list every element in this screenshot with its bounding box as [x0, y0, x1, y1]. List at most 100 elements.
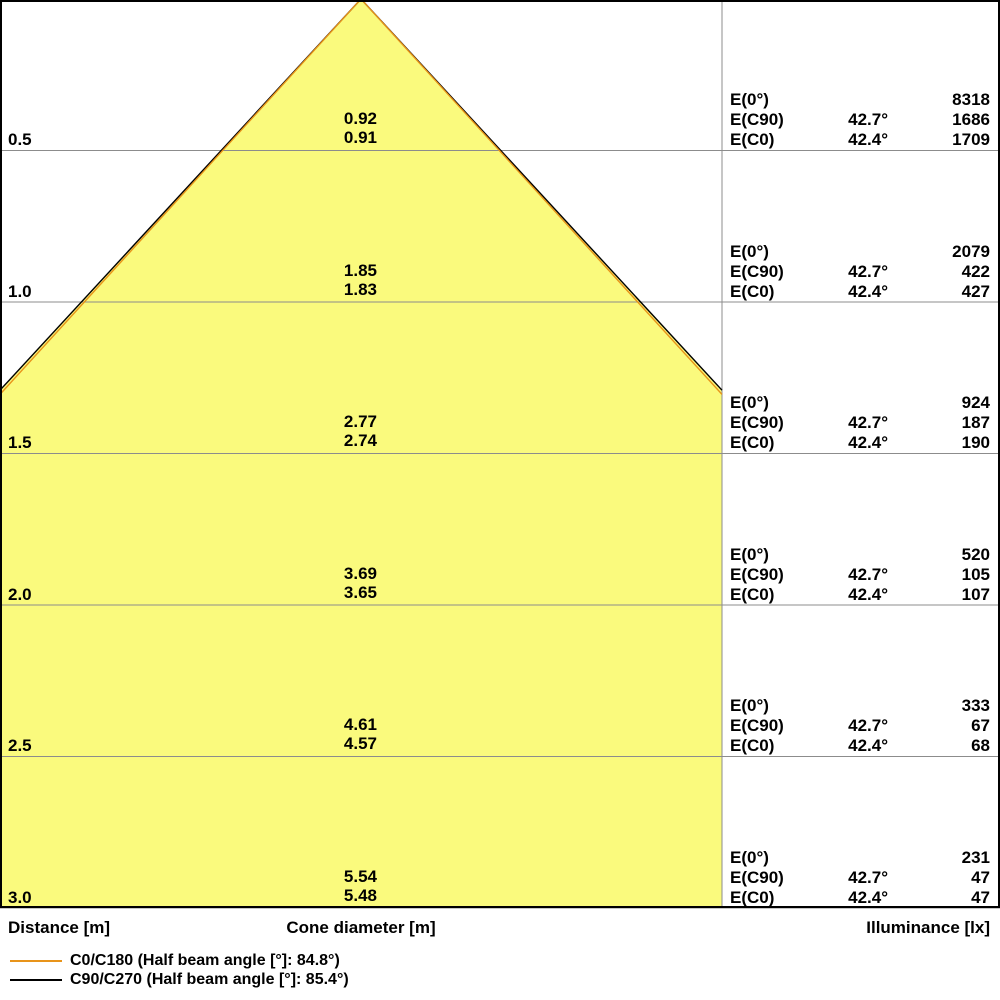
e0-label: E(0°): [730, 393, 769, 412]
ec90-value: 67: [971, 716, 990, 735]
ec90-angle: 42.7°: [848, 413, 888, 432]
e0-row: E(0°) 2079: [722, 242, 1000, 262]
ec90-angle: 42.7°: [848, 716, 888, 735]
e0-value: 8318: [952, 90, 990, 109]
ec90-label: E(C90): [730, 716, 784, 735]
ec0-label: E(C0): [730, 585, 775, 604]
distance-tick-label: 1.5: [8, 433, 32, 452]
ec90-row: E(C90) 42.7° 67: [722, 716, 1000, 736]
distance-tick-label: 1.0: [8, 282, 32, 301]
ec90-row: E(C90) 42.7° 105: [722, 565, 1000, 585]
ec0-value: 1709: [952, 130, 990, 149]
distance-tick-label: 0.5: [8, 130, 32, 149]
ec90-angle: 42.7°: [848, 565, 888, 584]
legend-item-c90-c270: C90/C270 (Half beam angle [°]: 85.4°): [10, 970, 349, 989]
ec0-angle: 42.4°: [848, 736, 888, 755]
e0-row: E(0°) 231: [722, 848, 1000, 868]
e0-label: E(0°): [730, 545, 769, 564]
cone-diameter-c0: 0.91: [343, 128, 377, 147]
legend-label: C0/C180 (Half beam angle [°]: 84.8°): [70, 951, 340, 969]
ec0-angle: 42.4°: [848, 888, 888, 907]
cone-diameter-c0: 5.48: [343, 886, 377, 905]
ec0-value: 68: [971, 736, 990, 755]
ec90-value: 187: [961, 413, 990, 432]
ec90-value: 1686: [952, 110, 990, 129]
ec90-angle: 42.7°: [848, 262, 888, 281]
distance-axis-label: Distance [m]: [8, 918, 111, 937]
ec90-row: E(C90) 42.7° 1686: [722, 110, 1000, 130]
cone-diameter-values: 1.85 1.83: [280, 261, 377, 299]
e0-label: E(0°): [730, 90, 769, 109]
cone-diameter-c90: 5.54: [343, 867, 377, 886]
ec90-label: E(C90): [730, 262, 784, 281]
ec0-row: E(C0) 42.4° 47: [722, 888, 1000, 908]
e0-angle-spacer: [820, 90, 888, 110]
ec90-row: E(C90) 42.7° 422: [722, 262, 1000, 282]
cone-diameter-c90: 3.69: [343, 564, 377, 583]
illuminance-block: E(0°) 924 E(C90) 42.7° 187 E(C0) 42.4° 190: [722, 393, 1000, 453]
cone-diameter-c0: 3.65: [343, 583, 377, 602]
e0-angle-spacer: [820, 545, 888, 565]
ec0-label: E(C0): [730, 433, 775, 452]
distance-tick-label: 2.5: [8, 736, 32, 755]
cone-diameter-c0: 1.83: [343, 280, 377, 299]
legend-item-c0-c180: C0/C180 (Half beam angle [°]: 84.8°): [10, 951, 349, 970]
legend-line-swatch: [10, 978, 62, 981]
ec0-row: E(C0) 42.4° 427: [722, 282, 1000, 302]
illuminance-block: E(0°) 2079 E(C90) 42.7° 422 E(C0) 42.4° 427: [722, 242, 1000, 302]
e0-value: 924: [961, 393, 990, 412]
ec90-row: E(C90) 42.7° 47: [722, 868, 1000, 888]
ec0-label: E(C0): [730, 736, 775, 755]
e0-angle-spacer: [820, 242, 888, 262]
ec0-value: 47: [971, 888, 990, 907]
cone-diagram-chart: 0.5 1.0 1.5 2.0 2.5 3.0 0.92 0.91 1.85 1…: [0, 0, 1000, 909]
ec0-angle: 42.4°: [848, 585, 888, 604]
e0-value: 333: [961, 696, 990, 715]
e0-value: 231: [961, 848, 990, 867]
e0-label: E(0°): [730, 848, 769, 867]
ec0-angle: 42.4°: [848, 282, 888, 301]
distance-tick-label: 3.0: [8, 888, 32, 907]
cone-diameter-c90: 0.92: [343, 109, 377, 128]
cone-diameter-values: 2.77 2.74: [280, 412, 377, 450]
ec0-row: E(C0) 42.4° 68: [722, 736, 1000, 756]
ec90-value: 105: [961, 565, 990, 584]
legend-label: C90/C270 (Half beam angle [°]: 85.4°): [70, 970, 349, 988]
ec0-label: E(C0): [730, 130, 775, 149]
ec90-label: E(C90): [730, 413, 784, 432]
cone-diameter-c90: 1.85: [343, 261, 377, 280]
e0-row: E(0°) 333: [722, 696, 1000, 716]
ec0-label: E(C0): [730, 282, 775, 301]
legend: C0/C180 (Half beam angle [°]: 84.8°) C90…: [10, 951, 349, 989]
cone-diameter-values: 5.54 5.48: [280, 867, 377, 905]
cone-diameter-values: 0.92 0.91: [280, 109, 377, 147]
cone-diameter-c90: 2.77: [343, 412, 377, 431]
cone-diameter-axis-label: Cone diameter [m]: [286, 918, 436, 937]
cone-diameter-c0: 4.57: [343, 734, 377, 753]
e0-row: E(0°) 8318: [722, 90, 1000, 110]
legend-line-swatch: [10, 959, 62, 962]
e0-label: E(0°): [730, 696, 769, 715]
ec0-value: 107: [961, 585, 990, 604]
illuminance-block: E(0°) 520 E(C90) 42.7° 105 E(C0) 42.4° 107: [722, 545, 1000, 605]
illuminance-block: E(0°) 8318 E(C90) 42.7° 1686 E(C0) 42.4° 1709: [722, 90, 1000, 150]
cone-diameter-c0: 2.74: [343, 431, 377, 450]
e0-value: 520: [961, 545, 990, 564]
ec90-label: E(C90): [730, 868, 784, 887]
illuminance-block: E(0°) 333 E(C90) 42.7° 67 E(C0) 42.4° 68: [722, 696, 1000, 756]
ec0-value: 190: [961, 433, 990, 452]
ec90-value: 47: [971, 868, 990, 887]
ec90-angle: 42.7°: [848, 868, 888, 887]
ec0-row: E(C0) 42.4° 1709: [722, 130, 1000, 150]
ec0-angle: 42.4°: [848, 433, 888, 452]
e0-row: E(0°) 520: [722, 545, 1000, 565]
ec0-value: 427: [961, 282, 990, 301]
e0-angle-spacer: [820, 696, 888, 716]
cone-diameter-values: 4.61 4.57: [280, 715, 377, 753]
illuminance-block: E(0°) 231 E(C90) 42.7° 47 E(C0) 42.4° 47: [722, 848, 1000, 908]
e0-label: E(0°): [730, 242, 769, 261]
ec90-value: 422: [961, 262, 990, 281]
ec90-label: E(C90): [730, 565, 784, 584]
ec0-row: E(C0) 42.4° 107: [722, 585, 1000, 605]
